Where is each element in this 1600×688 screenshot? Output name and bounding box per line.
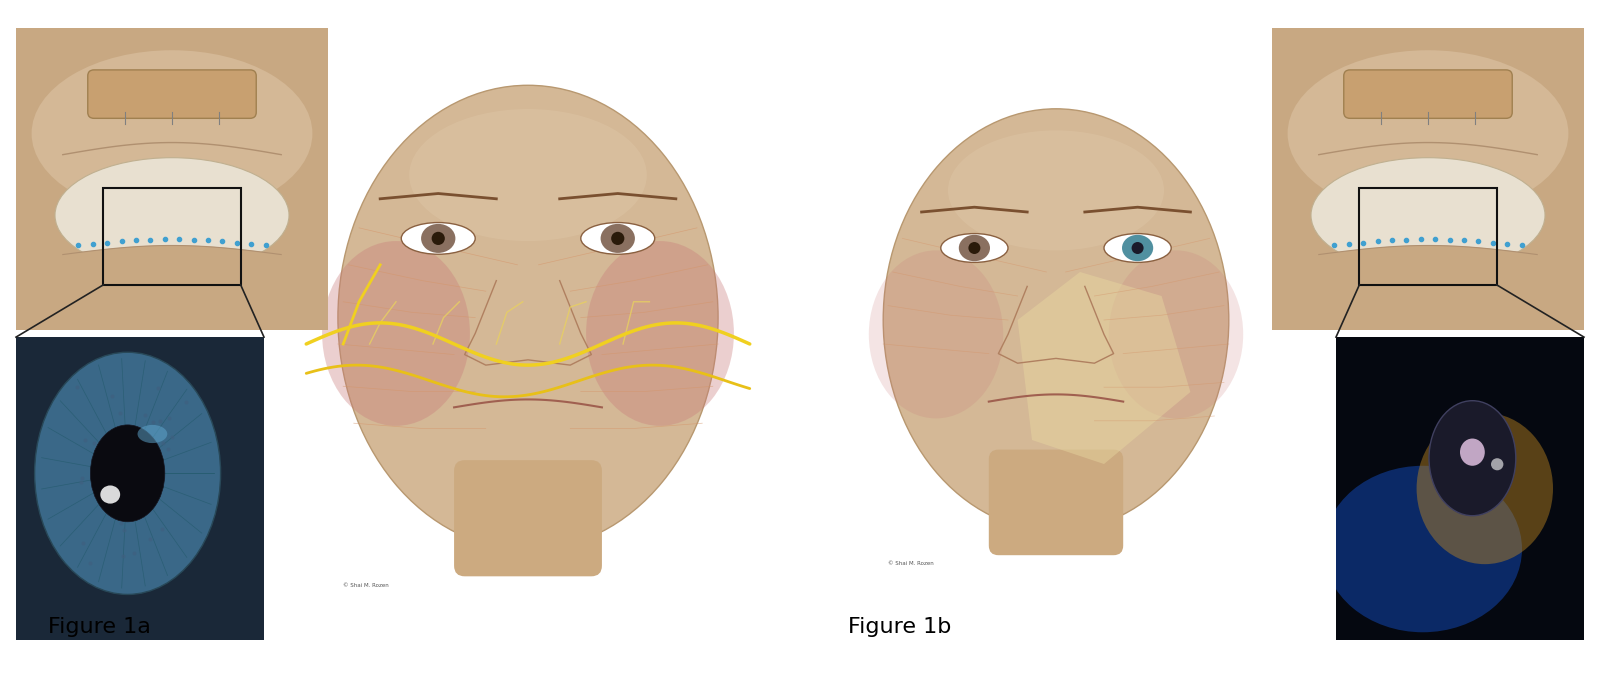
Ellipse shape <box>883 109 1229 531</box>
Text: Figure 1a: Figure 1a <box>48 617 150 637</box>
Ellipse shape <box>1109 250 1243 418</box>
FancyBboxPatch shape <box>1344 70 1512 118</box>
Ellipse shape <box>90 425 165 522</box>
Ellipse shape <box>586 241 734 426</box>
Ellipse shape <box>101 486 120 504</box>
Text: © Shai M. Rozen: © Shai M. Rozen <box>342 583 389 588</box>
Text: Figure 1b: Figure 1b <box>848 617 952 637</box>
Ellipse shape <box>968 242 981 254</box>
Ellipse shape <box>869 250 1003 418</box>
Ellipse shape <box>581 222 654 255</box>
Ellipse shape <box>947 131 1165 250</box>
Ellipse shape <box>1131 242 1144 254</box>
Bar <box>1360 188 1496 285</box>
Text: © Shai M. Rozen: © Shai M. Rozen <box>888 561 934 566</box>
Ellipse shape <box>138 425 168 443</box>
Ellipse shape <box>958 235 990 261</box>
Ellipse shape <box>611 232 624 245</box>
Bar <box>104 188 240 285</box>
FancyBboxPatch shape <box>88 70 256 118</box>
Ellipse shape <box>54 158 290 272</box>
Ellipse shape <box>600 224 635 253</box>
Ellipse shape <box>402 222 475 255</box>
Ellipse shape <box>1429 400 1515 516</box>
Ellipse shape <box>1310 158 1546 272</box>
Polygon shape <box>1018 272 1190 464</box>
Ellipse shape <box>421 224 456 253</box>
Ellipse shape <box>432 232 445 245</box>
Ellipse shape <box>410 109 646 241</box>
Ellipse shape <box>32 50 312 217</box>
FancyBboxPatch shape <box>454 460 602 577</box>
Ellipse shape <box>941 234 1008 262</box>
Ellipse shape <box>1104 234 1171 262</box>
Ellipse shape <box>1122 235 1154 261</box>
Ellipse shape <box>1288 50 1568 217</box>
FancyBboxPatch shape <box>989 449 1123 555</box>
Ellipse shape <box>1323 466 1522 632</box>
Ellipse shape <box>1459 438 1485 466</box>
Ellipse shape <box>338 85 718 550</box>
Ellipse shape <box>322 241 470 426</box>
Ellipse shape <box>1491 458 1504 471</box>
Ellipse shape <box>35 352 221 594</box>
Ellipse shape <box>1416 413 1554 564</box>
